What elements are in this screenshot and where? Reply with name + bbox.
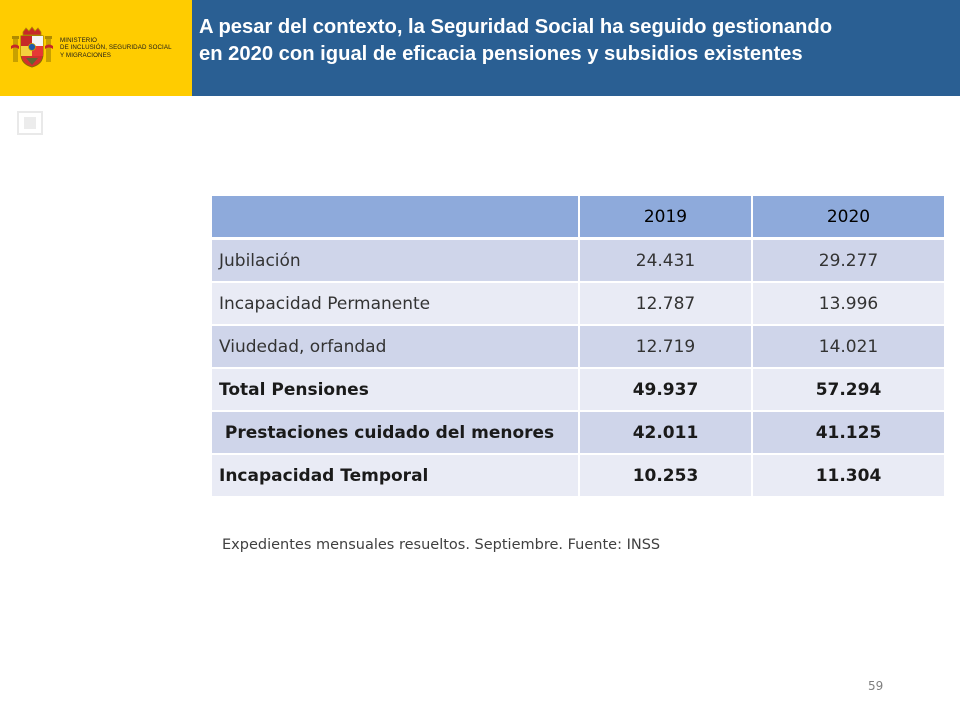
ministry-line: MINISTERIO [60, 37, 98, 44]
row-label: Viudedad, orfandad [212, 325, 580, 369]
source-footnote: Expedientes mensuales resueltos. Septiem… [222, 537, 661, 553]
title-bar: A pesar del contexto, la Seguridad Socia… [192, 0, 960, 96]
row-label: Incapacidad Temporal [212, 454, 580, 498]
value-2019: 10.253 [579, 454, 753, 498]
row-label: Total Pensiones [212, 368, 580, 412]
title-line: A pesar del contexto, la Seguridad Socia… [199, 16, 833, 38]
value-2020: 41.125 [752, 411, 944, 455]
title-line: en 2020 con igual de eficacia pensiones … [199, 43, 803, 65]
value-2019: 49.937 [579, 368, 753, 412]
row-label: Jubilación [212, 238, 580, 283]
pensions-table: 2019 2020 Jubilación 24.431 29.277 Incap… [212, 196, 944, 498]
ministry-logo: MINISTERIO DE INCLUSIÓN, SEGURIDAD SOCIA… [0, 0, 192, 96]
table-row: Incapacidad Permanente 12.787 13.996 [212, 282, 944, 326]
table-row: Prestaciones cuidado del menores 42.011 … [212, 411, 944, 455]
column-header-2020: 2020 [752, 196, 944, 240]
value-2020: 11.304 [752, 454, 944, 498]
column-header [212, 196, 580, 240]
ministry-line: Y MIGRACIONES [60, 51, 112, 59]
value-2020: 14.021 [752, 325, 944, 369]
value-2019: 42.011 [579, 411, 753, 455]
ministry-name: MINISTERIO DE INCLUSIÓN, SEGURIDAD SOCIA… [60, 37, 190, 59]
table-row: Jubilación 24.431 29.277 [212, 238, 944, 283]
table-row-total: Total Pensiones 49.937 57.294 [212, 368, 944, 412]
row-label: Prestaciones cuidado del menores [212, 411, 580, 455]
row-label: Incapacidad Permanente [212, 282, 580, 326]
value-2019: 12.719 [579, 325, 753, 369]
value-2020: 57.294 [752, 368, 944, 412]
page-number: 59 [868, 679, 884, 693]
value-2020: 13.996 [752, 282, 944, 326]
value-2019: 12.787 [579, 282, 753, 326]
table-row: Viudedad, orfandad 12.719 14.021 [212, 325, 944, 369]
ministry-line: DE INCLUSIÓN, SEGURIDAD SOCIAL [60, 44, 172, 52]
table-row: Incapacidad Temporal 10.253 11.304 [212, 454, 944, 498]
column-header-2019: 2019 [579, 196, 753, 240]
slide-title: A pesar del contexto, la Seguridad Socia… [199, 14, 959, 68]
table-header-row: 2019 2020 [212, 196, 944, 240]
value-2019: 24.431 [579, 238, 753, 283]
spanish-coat-of-arms-icon [11, 26, 53, 68]
faded-logo-icon [17, 111, 43, 135]
value-2020: 29.277 [752, 238, 944, 283]
